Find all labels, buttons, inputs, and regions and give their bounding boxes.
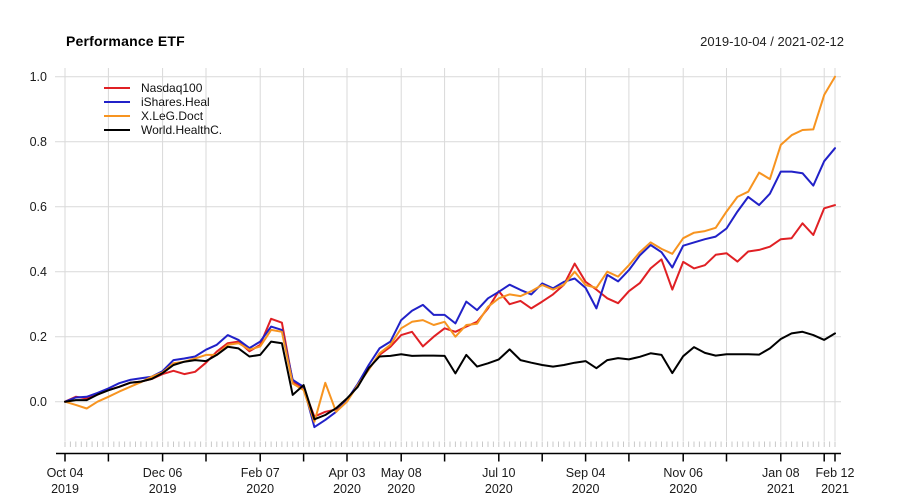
legend-label: iShares.Heal — [141, 95, 210, 109]
legend-item-x-leg-doct: X.LeG.Doct — [104, 109, 222, 123]
x-tick-label-year: 2020 — [485, 482, 513, 496]
legend-item-nasdaq100: Nasdaq100 — [104, 81, 222, 95]
y-tick-label: 0.2 — [30, 330, 47, 344]
y-tick-label: 0.8 — [30, 135, 47, 149]
legend-item-ishares-heal: iShares.Heal — [104, 95, 222, 109]
x-tick-label: Nov 06 — [663, 466, 703, 480]
x-tick-label: May 08 — [381, 466, 422, 480]
legend-label: World.HealthC. — [141, 123, 223, 137]
legend: Nasdaq100 iShares.Heal X.LeG.Doct World.… — [104, 81, 222, 137]
x-tick-label: Jan 08 — [762, 466, 800, 480]
legend-line-swatch — [104, 115, 130, 117]
x-tick-label: Apr 03 — [329, 466, 366, 480]
x-tick-label-year: 2020 — [333, 482, 361, 496]
legend-line-swatch — [104, 129, 130, 131]
legend-line-swatch — [104, 101, 130, 103]
series-line-ishares-heal — [64, 147, 836, 429]
x-tick-label-year: 2020 — [669, 482, 697, 496]
series-line-nasdaq100 — [64, 204, 836, 418]
page-title: Performance ETF — [66, 33, 185, 49]
legend-label: X.LeG.Doct — [141, 109, 204, 123]
x-tick-label-year: 2020 — [387, 482, 415, 496]
y-tick-label: 0.6 — [30, 200, 47, 214]
x-tick-label-year: 2020 — [572, 482, 600, 496]
x-tick-label: Jul 10 — [482, 466, 515, 480]
x-tick-label: Feb 12 — [816, 466, 855, 480]
x-tick-label: Dec 06 — [143, 466, 183, 480]
y-tick-label: 0.0 — [30, 395, 47, 409]
x-tick-label-year: 2021 — [821, 482, 849, 496]
legend-label: Nasdaq100 — [141, 81, 203, 95]
x-tick-label-year: 2019 — [51, 482, 79, 496]
x-tick-label-year: 2020 — [246, 482, 274, 496]
x-tick-label: Oct 04 — [47, 466, 84, 480]
x-tick-label: Feb 07 — [241, 466, 280, 480]
x-tick-label-year: 2019 — [149, 482, 177, 496]
x-tick-label-year: 2021 — [767, 482, 795, 496]
date-range-label: 2019-10-04 / 2021-02-12 — [700, 34, 844, 49]
series-line-world-healthc — [64, 330, 836, 421]
legend-line-swatch — [104, 87, 130, 89]
series-line-x-leg-doct — [64, 75, 836, 423]
legend-item-world-healthc: World.HealthC. — [104, 123, 222, 137]
y-tick-label: 1.0 — [30, 70, 47, 84]
x-tick-label: Sep 04 — [566, 466, 606, 480]
y-tick-label: 0.4 — [30, 265, 47, 279]
